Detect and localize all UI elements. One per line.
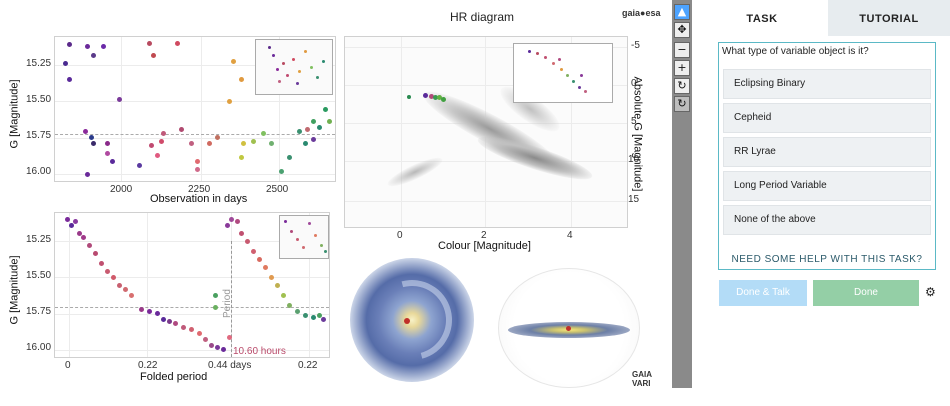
task-card: What type of variable object is it? Ecli… bbox=[718, 42, 936, 270]
folded-plot[interactable] bbox=[54, 212, 330, 358]
lc-ylabel: G [Magnitude] bbox=[8, 79, 21, 149]
reset-icon[interactable]: ↻ bbox=[674, 78, 690, 94]
lc-inset bbox=[255, 39, 333, 95]
hr-inset bbox=[513, 43, 613, 103]
tab-task[interactable]: TASK bbox=[698, 0, 826, 36]
folded-ytick: 15.25 bbox=[26, 234, 52, 245]
task-question: What type of variable object is it? bbox=[722, 46, 869, 57]
tab-tutorial[interactable]: TUTORIAL bbox=[828, 0, 950, 36]
lc-xtick: 2250 bbox=[188, 184, 211, 195]
gaia-esa-logo: gaia●esa bbox=[622, 8, 661, 18]
lc-xtick: 2500 bbox=[266, 184, 289, 195]
folded-ytick: 15.50 bbox=[26, 270, 52, 281]
hr-ytick: 10 bbox=[628, 154, 640, 165]
folded-xlabel: Folded period bbox=[140, 371, 208, 383]
folded-ytick: 16.00 bbox=[26, 342, 52, 353]
folded-ylabel: G [Magnitude] bbox=[8, 255, 21, 325]
hr-xtick: 0 bbox=[397, 230, 403, 241]
answer-none[interactable]: None of the above bbox=[723, 205, 931, 235]
period-label: Period bbox=[222, 289, 233, 318]
move-icon[interactable]: ✥ bbox=[674, 22, 690, 38]
hr-xtick: 2 bbox=[481, 230, 487, 241]
answer-long-period-variable[interactable]: Long Period Variable bbox=[723, 171, 931, 201]
folded-ytick: 15.75 bbox=[26, 306, 52, 317]
hr-xlabel: Colour [Magnitude] bbox=[438, 240, 531, 252]
period-value: 10.60 hours bbox=[233, 346, 286, 357]
galaxy-star-marker bbox=[404, 318, 410, 324]
hr-ytick: -5 bbox=[631, 40, 640, 51]
hr-title: HR diagram bbox=[450, 10, 515, 24]
hr-ytick: 0 bbox=[631, 78, 637, 89]
zoom-out-icon[interactable]: − bbox=[674, 42, 690, 58]
period-line bbox=[231, 241, 232, 357]
gear-icon[interactable]: ⚙ bbox=[925, 285, 936, 299]
galaxy-top-view[interactable] bbox=[350, 258, 474, 382]
done-and-talk-button[interactable]: Done & Talk bbox=[719, 280, 807, 306]
lc-xlabel: Observation in days bbox=[150, 193, 248, 205]
answer-eclipsing-binary[interactable]: Eclipsing Binary bbox=[723, 69, 931, 99]
lc-ytick: 15.50 bbox=[26, 94, 52, 105]
hr-ylabel: Absolute G [Magnitude] bbox=[631, 76, 644, 192]
lc-ytick: 15.75 bbox=[26, 130, 52, 141]
folded-inset bbox=[279, 215, 329, 259]
lc-ytick: 16.00 bbox=[26, 166, 52, 177]
pointer-icon[interactable]: ▲ bbox=[674, 4, 690, 20]
answer-rr-lyrae[interactable]: RR Lyrae bbox=[723, 137, 931, 167]
folded-xtick: 0 bbox=[65, 360, 71, 371]
folded-xtick: 0.22 bbox=[138, 360, 158, 371]
gaia-vari-logo: GAIA VARI bbox=[632, 370, 652, 388]
help-link[interactable]: NEED SOME HELP WITH THIS TASK? bbox=[731, 254, 923, 265]
done-button[interactable]: Done bbox=[813, 280, 919, 306]
lc-xtick: 2000 bbox=[110, 184, 133, 195]
lc-ytick: 15.25 bbox=[26, 58, 52, 69]
lightcurve-plot[interactable] bbox=[54, 36, 336, 182]
folded-xtick: 0.22 bbox=[298, 360, 318, 371]
reset-secondary-icon[interactable]: ↻ bbox=[674, 96, 690, 112]
answer-cepheid[interactable]: Cepheid bbox=[723, 103, 931, 133]
folded-xtick: 0.44 days bbox=[208, 360, 252, 371]
tool-toolbar: ▲ ✥ − + ↻ ↻ bbox=[672, 0, 692, 388]
hr-xtick: 4 bbox=[567, 230, 573, 241]
hr-ytick: 5 bbox=[631, 116, 637, 127]
hr-ytick: 15 bbox=[628, 194, 640, 205]
hr-plot[interactable] bbox=[344, 36, 628, 228]
zoom-in-icon[interactable]: + bbox=[674, 60, 690, 76]
